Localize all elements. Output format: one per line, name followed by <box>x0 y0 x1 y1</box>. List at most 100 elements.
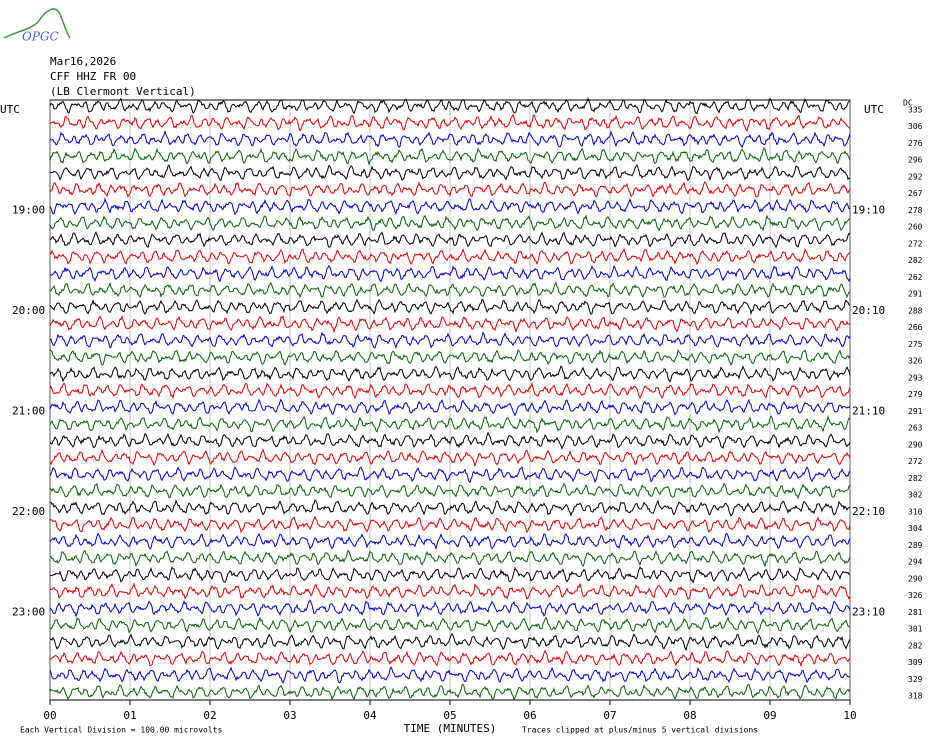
trace <box>49 448 851 468</box>
dc-offset: 267 <box>908 189 923 198</box>
left-time-label: 20:00 <box>12 304 45 317</box>
trace <box>49 482 851 500</box>
dc-offset: 291 <box>908 407 923 416</box>
trace <box>49 97 851 115</box>
trace <box>49 281 851 299</box>
clip-note: Traces clipped at plus/minus 5 vertical … <box>522 726 758 735</box>
x-tick-label: 05 <box>443 709 456 722</box>
trace <box>49 264 851 283</box>
logo: OPGC <box>22 30 59 44</box>
dc-offset: 309 <box>908 658 923 667</box>
trace <box>49 315 851 334</box>
left-time-label: 21:00 <box>12 404 45 417</box>
dc-offset: 263 <box>908 424 923 433</box>
dc-offset: 318 <box>908 692 923 701</box>
left-time-label: 22:00 <box>12 505 45 518</box>
dc-offset: 306 <box>908 122 923 131</box>
dc-offset: 275 <box>908 340 923 349</box>
dc-offset: 293 <box>908 373 923 382</box>
dc-offset: 282 <box>908 256 923 265</box>
trace <box>49 532 851 551</box>
dc-offset: 326 <box>908 357 923 366</box>
dc-offset: 296 <box>908 156 923 165</box>
trace <box>49 129 851 149</box>
dc-offset: 310 <box>908 507 923 516</box>
trace <box>49 247 851 266</box>
x-tick-label: 01 <box>123 709 136 722</box>
dc-label: DC <box>903 99 913 108</box>
dc-offset: 288 <box>908 306 923 315</box>
trace <box>49 213 851 232</box>
dc-offset: 290 <box>908 574 923 583</box>
x-axis-label: TIME (MINUTES) <box>404 722 497 735</box>
x-tick-label: 06 <box>523 709 536 722</box>
x-tick-label: 09 <box>763 709 776 722</box>
x-tick-label: 00 <box>43 709 56 722</box>
x-tick-label: 08 <box>683 709 696 722</box>
dc-offset: 282 <box>908 641 923 650</box>
trace <box>49 582 851 600</box>
dc-offset: 276 <box>908 139 923 148</box>
dc-offset: 292 <box>908 172 923 181</box>
trace <box>49 683 851 701</box>
trace <box>49 331 851 350</box>
dc-offset: 289 <box>908 541 923 550</box>
scale-note: Each Vertical Division = 100.00 microvol… <box>20 726 222 735</box>
x-tick-label: 04 <box>363 709 377 722</box>
left-time-label: 23:00 <box>12 605 45 618</box>
left-time-label: UTC <box>0 103 20 116</box>
trace <box>49 466 851 484</box>
x-tick-label: 10 <box>843 709 856 722</box>
trace <box>49 163 851 182</box>
right-time-label: 21:10 <box>852 404 885 417</box>
dc-offset: 335 <box>908 106 923 115</box>
dc-offset: 301 <box>908 625 923 634</box>
trace <box>49 499 850 517</box>
right-time-label: 20:10 <box>852 304 885 317</box>
trace <box>49 113 851 132</box>
dc-offset: 326 <box>908 591 923 600</box>
x-tick-label: 03 <box>283 709 296 722</box>
trace <box>49 146 851 166</box>
trace <box>49 382 851 400</box>
dc-offset: 294 <box>908 558 923 567</box>
x-tick-label: 07 <box>603 709 616 722</box>
trace <box>49 566 851 584</box>
dc-offset: 329 <box>908 675 923 684</box>
dc-offset: 291 <box>908 290 923 299</box>
trace <box>49 431 851 451</box>
dc-offset: 279 <box>908 390 923 399</box>
trace <box>49 632 851 652</box>
right-time-label: UTC <box>864 103 884 116</box>
trace <box>49 298 851 316</box>
trace <box>49 549 851 568</box>
trace <box>49 599 851 618</box>
trace <box>49 231 851 249</box>
dc-offset: 262 <box>908 273 923 282</box>
trace <box>49 515 851 534</box>
location: (LB Clermont Vertical) <box>50 85 196 98</box>
dc-offset: 282 <box>908 474 923 483</box>
station: CFF HHZ FR 00 <box>50 70 136 83</box>
dc-offset: 272 <box>908 457 923 466</box>
trace <box>49 365 851 383</box>
right-time-label: 19:10 <box>852 203 885 216</box>
logo-curve <box>3 8 71 39</box>
trace <box>49 414 851 434</box>
right-time-label: 22:10 <box>852 505 885 518</box>
dc-offset: 304 <box>908 524 923 533</box>
dc-offset: 278 <box>908 206 923 215</box>
dc-offset: 281 <box>908 608 923 617</box>
trace <box>49 665 851 684</box>
left-time-label: 19:00 <box>12 203 45 216</box>
trace <box>49 348 851 367</box>
dc-offset: 302 <box>908 491 923 500</box>
right-time-label: 23:10 <box>852 605 885 618</box>
x-tick-label: 02 <box>203 709 216 722</box>
date: Mar16,2026 <box>50 55 116 68</box>
trace <box>49 197 851 216</box>
dc-offset: 260 <box>908 223 923 232</box>
trace <box>49 649 851 668</box>
trace <box>49 616 851 634</box>
